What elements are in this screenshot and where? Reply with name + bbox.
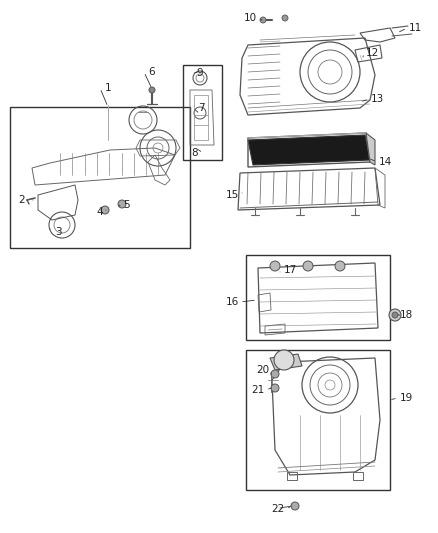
Circle shape xyxy=(291,502,299,510)
Circle shape xyxy=(303,261,313,271)
Text: 5: 5 xyxy=(124,200,131,210)
Text: 17: 17 xyxy=(283,265,297,275)
Polygon shape xyxy=(366,133,375,165)
Text: 20: 20 xyxy=(256,365,269,375)
Text: 22: 22 xyxy=(272,504,285,514)
Text: 14: 14 xyxy=(378,157,392,167)
Text: 7: 7 xyxy=(198,103,204,113)
Text: 21: 21 xyxy=(251,385,265,395)
Bar xyxy=(246,255,390,340)
Text: 13: 13 xyxy=(371,94,384,104)
Text: 11: 11 xyxy=(408,23,422,33)
Text: 3: 3 xyxy=(55,227,61,237)
Text: 19: 19 xyxy=(399,393,413,403)
Circle shape xyxy=(282,15,288,21)
Text: 16: 16 xyxy=(226,297,239,307)
Circle shape xyxy=(389,309,401,321)
Text: 4: 4 xyxy=(97,207,103,217)
Text: 1: 1 xyxy=(105,83,111,93)
Bar xyxy=(287,472,297,480)
Text: 18: 18 xyxy=(399,310,413,320)
Text: 10: 10 xyxy=(244,13,257,23)
Circle shape xyxy=(271,370,279,378)
Text: 6: 6 xyxy=(148,67,155,77)
Bar xyxy=(183,65,222,160)
Text: 9: 9 xyxy=(197,68,203,78)
Polygon shape xyxy=(248,135,370,165)
Circle shape xyxy=(271,384,279,392)
Circle shape xyxy=(335,261,345,271)
Circle shape xyxy=(101,206,109,214)
Text: 12: 12 xyxy=(365,48,378,58)
Circle shape xyxy=(392,312,398,318)
Bar xyxy=(10,107,190,248)
Text: 15: 15 xyxy=(226,190,239,200)
Text: 8: 8 xyxy=(192,148,198,158)
Circle shape xyxy=(118,200,126,208)
Text: 2: 2 xyxy=(19,195,25,205)
Circle shape xyxy=(260,17,266,23)
Circle shape xyxy=(274,350,294,370)
Bar xyxy=(246,350,390,490)
Circle shape xyxy=(270,261,280,271)
Polygon shape xyxy=(270,354,302,370)
Bar xyxy=(353,472,363,480)
Circle shape xyxy=(149,87,155,93)
